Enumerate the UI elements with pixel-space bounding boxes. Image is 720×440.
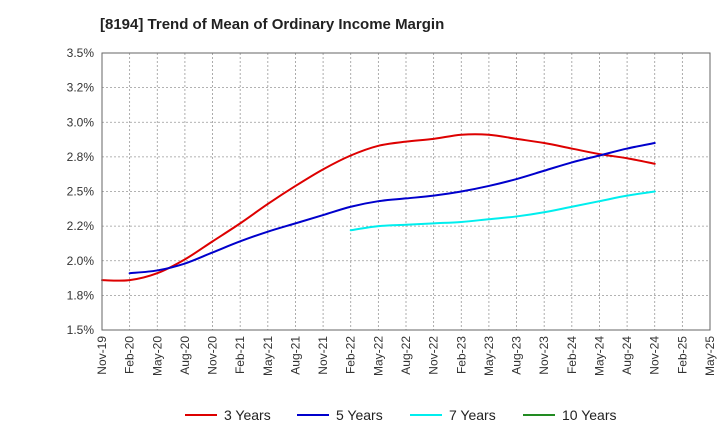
x-tick-label: Aug-22: [399, 336, 413, 375]
x-tick-label: Nov-19: [95, 336, 109, 375]
series-line-1: [101, 133, 656, 282]
x-tick-label: Nov-24: [648, 336, 662, 375]
y-tick-label: 2.5%: [67, 185, 95, 199]
x-tick-label: May-21: [261, 336, 275, 376]
x-tick-label: Feb-23: [454, 336, 468, 374]
x-tick-label: Feb-22: [344, 336, 358, 374]
plot-border: [101, 52, 711, 331]
x-tick-label: May-23: [482, 336, 496, 376]
legend-label: 10 Years: [562, 407, 617, 423]
series-lines: [101, 133, 656, 282]
legend-label: 3 Years: [224, 407, 271, 423]
x-tick-label: Aug-20: [178, 336, 192, 375]
x-tick-label: May-24: [592, 336, 606, 376]
x-tick-label: Aug-23: [510, 336, 524, 375]
x-tick-label: Aug-24: [620, 336, 634, 375]
y-tick-label: 2.8%: [67, 150, 95, 164]
x-tick-label: Feb-24: [565, 336, 579, 374]
x-tick-label: May-25: [703, 336, 717, 376]
y-tick-label: 2.2%: [67, 219, 95, 233]
series-line-3: [349, 190, 656, 232]
legend-label: 7 Years: [449, 407, 496, 423]
axes: 1.5% 1.8% 2.0% 2.2% 2.5% 2.8% 3.0% 3.2% 3.5% Nov-…: [67, 46, 717, 376]
y-tick-label: 2.0%: [67, 254, 95, 268]
grid: [101, 52, 711, 331]
y-tick-label: 1.5%: [67, 323, 95, 337]
x-tick-label: May-22: [371, 336, 385, 376]
x-tick-label: Nov-23: [537, 336, 551, 375]
x-tick-label: Feb-21: [233, 336, 247, 374]
y-tick-label: 3.2%: [67, 81, 95, 95]
x-tick-label: Aug-21: [288, 336, 302, 375]
x-tick-label: Feb-25: [675, 336, 689, 374]
legend-label: 5 Years: [336, 407, 383, 423]
x-tick-label: Nov-20: [206, 336, 220, 375]
y-tick-label: 3.0%: [67, 115, 95, 129]
legend: 3 Years 5 Years 7 Years 10 Years: [185, 407, 617, 423]
series-line-2: [128, 142, 656, 275]
x-tick-label: Feb-20: [123, 336, 137, 374]
x-tick-label: Nov-21: [316, 336, 330, 375]
y-tick-label: 1.8%: [67, 288, 95, 302]
x-tick-label: Nov-22: [427, 336, 441, 375]
chart-title: [8194] Trend of Mean of Ordinary Income …: [100, 16, 445, 33]
y-tick-label: 3.5%: [67, 46, 95, 60]
x-tick-label: May-20: [150, 336, 164, 376]
